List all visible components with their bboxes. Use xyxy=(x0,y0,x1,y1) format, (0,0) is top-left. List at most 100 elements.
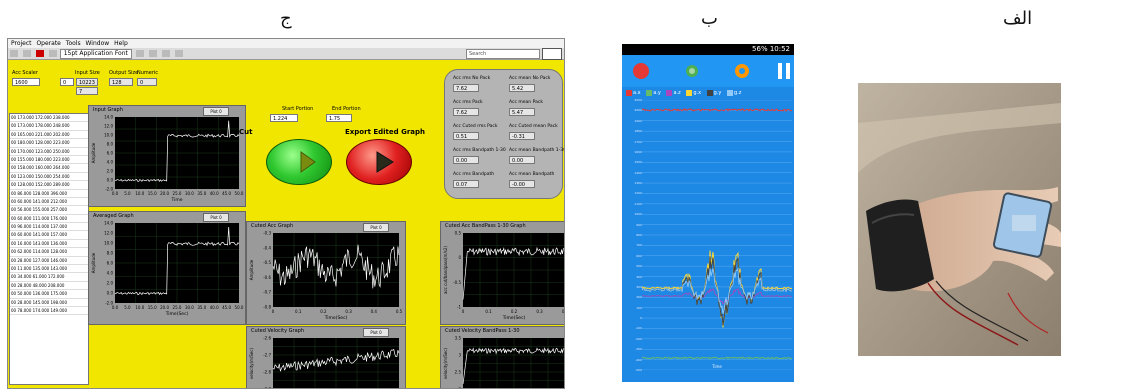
x-tick-label: 10.0 xyxy=(135,191,144,196)
table-row[interactable]: 00 96.000 114.000 137.000 xyxy=(10,223,88,231)
toolbar: 15pt Application Font Search xyxy=(8,48,564,60)
run-continuous-icon[interactable] xyxy=(23,50,31,57)
play-arrow-icon xyxy=(267,140,331,184)
app-y-tick-label: 1300 xyxy=(634,181,642,185)
table-row[interactable]: 00 158.000 160.000 264.000 xyxy=(10,164,88,172)
table-row[interactable]: 00 28.000 127.000 146.000 xyxy=(10,257,88,265)
legend-ay[interactable]: a.y xyxy=(646,87,661,99)
legend-gy[interactable]: g.y xyxy=(707,87,722,99)
x-tick-label: 5.0 xyxy=(124,305,131,310)
stat-label: Acc Cuted rms Pack xyxy=(453,124,497,129)
app-toolbar xyxy=(622,55,794,87)
table-row[interactable]: 00 170.000 123.000 250.000 xyxy=(10,148,88,156)
y-tick-label: 6.0 xyxy=(107,261,114,266)
menu-project[interactable]: Project xyxy=(11,40,32,47)
input-size-label: Input Size xyxy=(75,70,100,76)
reorder-icon[interactable] xyxy=(175,50,183,57)
table-row[interactable]: 00 16.000 143.000 136.000 xyxy=(10,240,88,248)
y-tick-label: -0.6 xyxy=(263,275,271,280)
app-y-tick-label: 2500 xyxy=(634,98,642,102)
menu-help[interactable]: Help xyxy=(114,40,128,47)
settings-gear-icon[interactable] xyxy=(735,64,749,78)
legend-az[interactable]: a.z xyxy=(666,87,680,99)
table-row[interactable]: 00 128.000 152.000 289.000 xyxy=(10,181,88,189)
table-row[interactable]: 00 180.000 128.000 223.000 xyxy=(10,139,88,147)
table-row[interactable]: 00 173.000 178.000 248.000 xyxy=(10,122,88,130)
table-row[interactable]: 00 11.000 135.000 143.000 xyxy=(10,265,88,273)
y-tick-label: 14.0 xyxy=(104,115,113,120)
app-y-tick-label: 1900 xyxy=(634,119,642,123)
y-axis-label: Amplitude xyxy=(249,259,254,280)
abort-icon[interactable] xyxy=(36,50,44,57)
stat-value: 0.51 xyxy=(453,132,479,140)
run-arrow-icon[interactable] xyxy=(10,50,18,57)
y-axis-label: velocity(m/Sec) xyxy=(249,347,254,379)
y-tick-label: 0.0 xyxy=(107,291,114,296)
legend-gx[interactable]: g.x xyxy=(686,87,701,99)
table-row[interactable]: 00 155.000 180.000 223.000 xyxy=(10,156,88,164)
align-icon[interactable] xyxy=(136,50,144,57)
stat-label: Acc rms Bandpath 1-30 xyxy=(453,148,506,153)
caption-alef: الف xyxy=(1003,8,1032,29)
table-row[interactable]: 00 165.000 221.000 202.000 xyxy=(10,131,88,139)
y-tick-label: -0.4 xyxy=(263,245,271,250)
table-row[interactable]: 00 60.000 111.000 176.000 xyxy=(10,215,88,223)
end-portion-field[interactable]: 1.75 xyxy=(326,114,352,122)
app-y-tick-label: -400 xyxy=(635,358,642,362)
x-tick-label: 0.4 xyxy=(371,309,378,314)
menu-tools[interactable]: Tools xyxy=(66,40,81,47)
table-row[interactable]: 00 60.000 141.000 157.000 xyxy=(10,231,88,239)
table-row[interactable]: 00 86.000 128.000 396.000 xyxy=(10,190,88,198)
start-portion-field[interactable]: 1.224 xyxy=(270,114,298,122)
stat-value: 0.00 xyxy=(509,156,535,164)
table-row[interactable]: 00 56.000 155.000 257.000 xyxy=(10,206,88,214)
table-row[interactable]: 00 123.000 150.000 254.000 xyxy=(10,173,88,181)
y-tick-label: 14.0 xyxy=(104,221,113,226)
stat-label: Acc mean No Pack xyxy=(509,76,550,81)
search-input[interactable]: Search xyxy=(466,49,540,59)
series-az-line xyxy=(642,289,792,304)
pause-icon[interactable] xyxy=(778,63,790,79)
cut-button[interactable] xyxy=(266,139,332,185)
input-size-field[interactable]: 0 xyxy=(60,78,74,86)
stat-label: Acc mean Bandpath xyxy=(509,172,554,177)
x-tick-label: 15.0 xyxy=(148,305,157,310)
acc-scaler-field[interactable]: 1600 xyxy=(12,78,40,86)
pause-icon[interactable] xyxy=(49,50,57,57)
y-tick-label: -0.7 xyxy=(263,290,271,295)
x-tick-label: 35.0 xyxy=(197,191,206,196)
table-row[interactable]: 00 62.000 114.000 128.000 xyxy=(10,248,88,256)
sensor-icon[interactable] xyxy=(686,65,698,77)
menu-window[interactable]: Window xyxy=(86,40,110,47)
acc-scaler-label: Acc Scaler xyxy=(12,70,38,76)
end-portion-label: End Portion xyxy=(332,106,361,112)
x-tick-label: 40.0 xyxy=(210,305,219,310)
distribute-icon[interactable] xyxy=(149,50,157,57)
stat-value: 5.42 xyxy=(509,84,535,92)
export-button[interactable] xyxy=(346,139,412,185)
font-selector[interactable]: 15pt Application Font xyxy=(60,49,132,59)
table-row[interactable]: 00 173.000 172.000 238.000 xyxy=(10,114,88,122)
x-tick-label: 0.4 xyxy=(562,309,565,314)
output-size-label: Output Size xyxy=(109,70,138,76)
table-row[interactable]: 00 60.000 141.000 212.000 xyxy=(10,198,88,206)
x-tick-label: 25.0 xyxy=(173,191,182,196)
table-row[interactable]: 00 28.000 48.000 208.000 xyxy=(10,282,88,290)
record-icon[interactable] xyxy=(633,63,649,79)
table-row[interactable]: 00 34.000 61.000 172.000 xyxy=(10,273,88,281)
legend-gz[interactable]: g.z xyxy=(727,87,741,99)
table-row[interactable]: 00 78.000 174.000 149.000 xyxy=(10,307,88,315)
numeric-display: 0 xyxy=(137,78,157,86)
x-axis-label: Time(Sec) xyxy=(324,315,348,321)
table-row[interactable]: 00 28.000 145.000 198.000 xyxy=(10,299,88,307)
table-row[interactable]: 00 50.000 136.000 175.000 xyxy=(10,290,88,298)
x-tick-label: 45.0 xyxy=(222,191,231,196)
caption-be: ب xyxy=(701,8,718,29)
resize-icon[interactable] xyxy=(162,50,170,57)
menu-operate[interactable]: Operate xyxy=(36,40,60,47)
stat-label: Acc Cuted mean Pack xyxy=(509,124,558,129)
